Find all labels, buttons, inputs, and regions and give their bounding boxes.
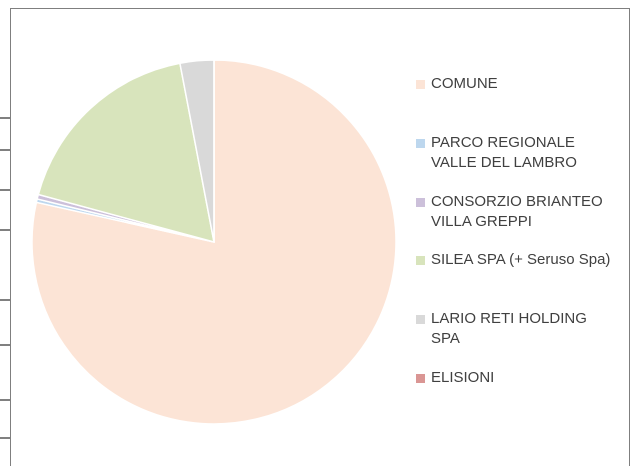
legend-item: COMUNE — [416, 74, 616, 133]
legend-swatch — [416, 256, 425, 266]
legend-item: PARCO REGIONALE VALLE DEL LAMBRO — [416, 133, 616, 192]
legend-label: CONSORZIO BRIANTEO VILLA GREPPI — [431, 192, 603, 230]
legend-item: ELISIONI — [416, 368, 616, 427]
legend-label: COMUNE — [431, 75, 498, 92]
legend: COMUNE PARCO REGIONALE VALLE DEL LAMBRO CO… — [416, 74, 616, 427]
legend-item: SILEA SPA (+ Seruso Spa) — [416, 250, 616, 309]
legend-swatch — [416, 138, 425, 148]
legend-swatch — [416, 197, 425, 207]
legend-item: LARIO RETI HOLDING SPA — [416, 309, 616, 368]
legend-swatch — [416, 373, 425, 383]
legend-label: SILEA SPA (+ Seruso Spa) — [431, 251, 611, 269]
legend-swatch — [416, 315, 425, 325]
legend-label: LARIO RETI HOLDING SPA — [431, 310, 587, 348]
sheet-edge — [0, 117, 10, 439]
legend-label: PARCO REGIONALE VALLE DEL LAMBRO — [431, 133, 577, 171]
legend-swatch — [416, 80, 425, 89]
pie — [31, 59, 397, 425]
legend-label: ELISIONI — [431, 368, 495, 386]
pie-slice — [37, 62, 215, 244]
legend-item: CONSORZIO BRIANTEO VILLA GREPPI — [416, 192, 616, 251]
